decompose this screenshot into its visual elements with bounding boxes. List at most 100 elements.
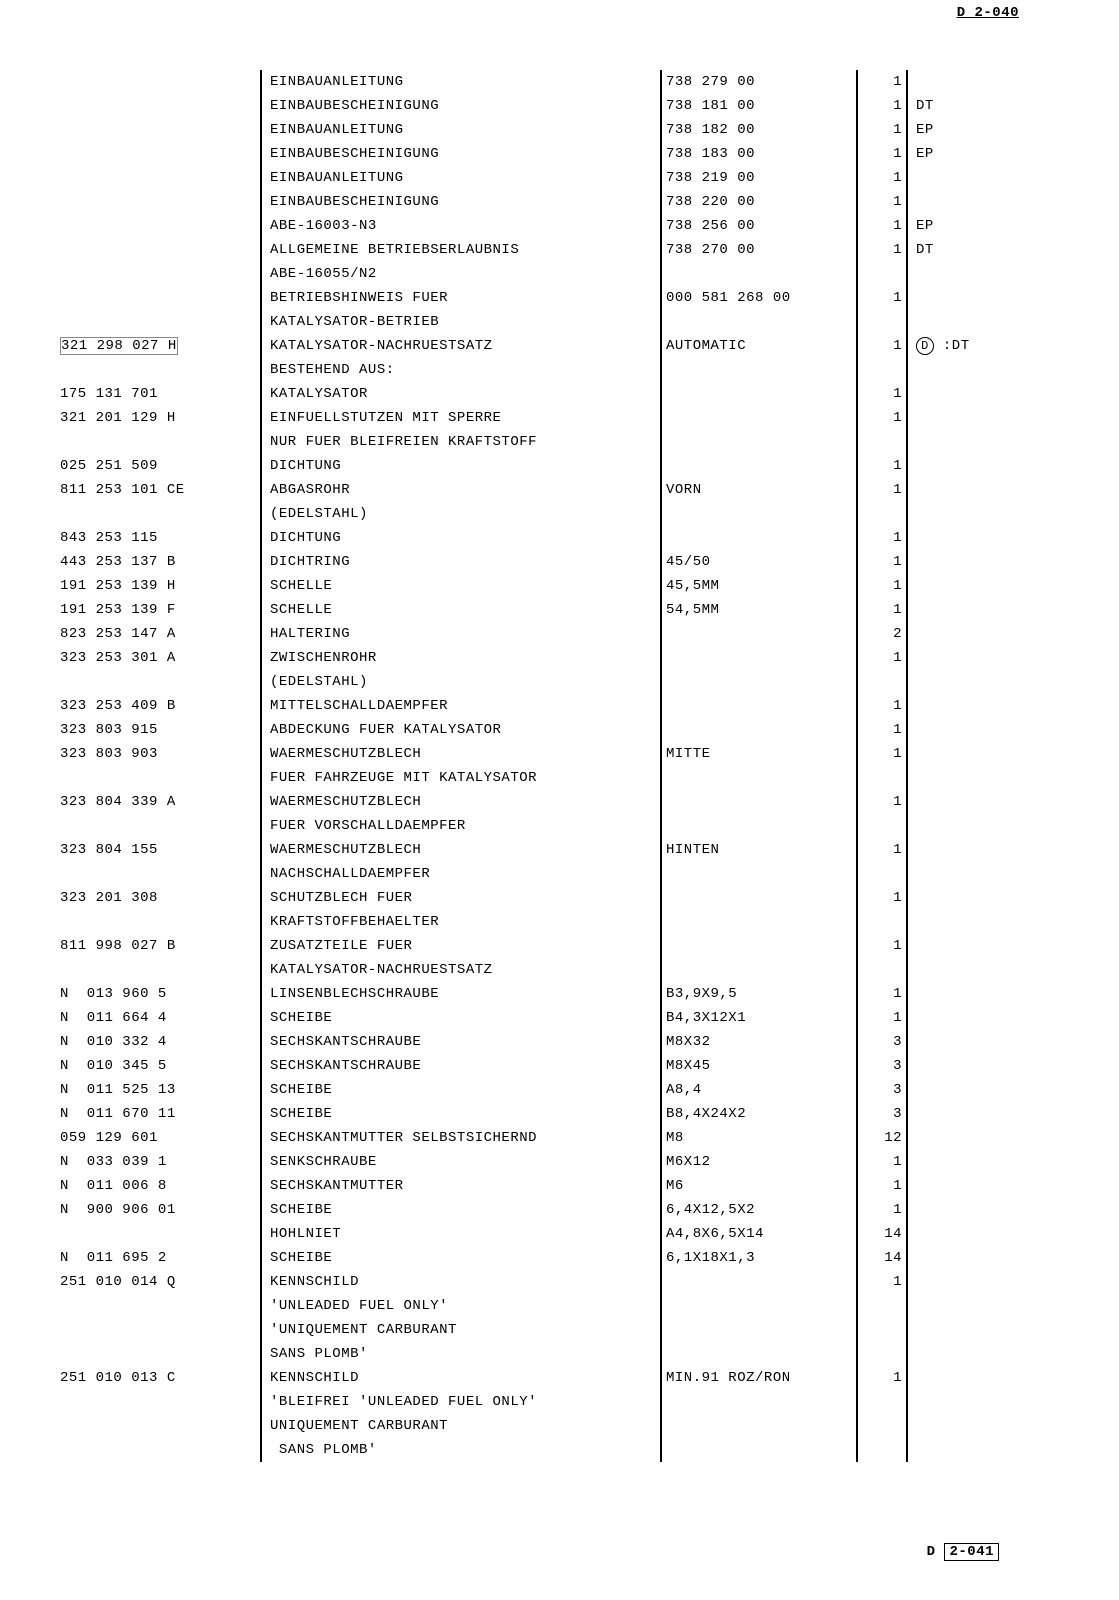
table-row: ABE-16055/N2: [60, 262, 1079, 286]
description: 'UNLEADED FUEL ONLY': [260, 1294, 660, 1318]
table-row: 323 803 915ABDECKUNG FUER KATALYSATOR1: [60, 718, 1079, 742]
quantity: 1: [856, 742, 906, 766]
quantity: 1: [856, 1366, 906, 1390]
table-row: 191 253 139 HSCHELLE45,5MM1: [60, 574, 1079, 598]
quantity: [856, 502, 906, 526]
description: ABGASROHR: [260, 478, 660, 502]
part-number: N 011 525 13: [60, 1078, 260, 1102]
table-row: UNIQUEMENT CARBURANT: [60, 1414, 1079, 1438]
quantity: [856, 766, 906, 790]
part-number: 323 804 339 A: [60, 790, 260, 814]
part-number: N 011 695 2: [60, 1246, 260, 1270]
part-number: [60, 214, 260, 238]
part-number: 175 131 701: [60, 382, 260, 406]
remark: [906, 958, 1056, 982]
part-number: 323 253 409 B: [60, 694, 260, 718]
description: KATALYSATOR-NACHRUESTSATZ: [260, 958, 660, 982]
part-number: 323 803 915: [60, 718, 260, 742]
part-number: 251 010 014 Q: [60, 1270, 260, 1294]
specification: 738 279 00: [660, 70, 856, 94]
remark: [906, 502, 1056, 526]
table-row: ABE-16003-N3738 256 001EP: [60, 214, 1079, 238]
footer-label: D: [927, 1544, 936, 1560]
quantity: 1: [856, 118, 906, 142]
remark: [906, 358, 1056, 382]
description: SCHUTZBLECH FUER: [260, 886, 660, 910]
quantity: 1: [856, 1174, 906, 1198]
quantity: 1: [856, 718, 906, 742]
part-number: [60, 166, 260, 190]
part-number: 811 253 101 CE: [60, 478, 260, 502]
table-row: SANS PLOMB': [60, 1342, 1079, 1366]
remark: [906, 934, 1056, 958]
part-number: [60, 670, 260, 694]
table-row: (EDELSTAHL): [60, 502, 1079, 526]
description: SCHELLE: [260, 598, 660, 622]
part-number: N 010 345 5: [60, 1054, 260, 1078]
description: LINSENBLECHSCHRAUBE: [260, 982, 660, 1006]
table-row: NUR FUER BLEIFREIEN KRAFTSTOFF: [60, 430, 1079, 454]
table-row: N 011 525 13SCHEIBEA8,43: [60, 1078, 1079, 1102]
table-row: 843 253 115DICHTUNG1: [60, 526, 1079, 550]
description: SCHELLE: [260, 574, 660, 598]
parts-table: EINBAUANLEITUNG738 279 001 EINBAUBESCHEIN…: [60, 70, 1079, 1462]
remark: [906, 1222, 1056, 1246]
remark: [906, 1270, 1056, 1294]
table-row: 059 129 601SECHSKANTMUTTER SELBSTSICHERN…: [60, 1126, 1079, 1150]
part-number: 191 253 139 F: [60, 598, 260, 622]
remark: [906, 742, 1056, 766]
specification: 54,5MM: [660, 598, 856, 622]
part-number: 323 804 155: [60, 838, 260, 862]
part-number: N 033 039 1: [60, 1150, 260, 1174]
specification: [660, 862, 856, 886]
part-number: N 010 332 4: [60, 1030, 260, 1054]
description: FUER FAHRZEUGE MIT KATALYSATOR: [260, 766, 660, 790]
quantity: 1: [856, 286, 906, 310]
table-row: 443 253 137 BDICHTRING45/501: [60, 550, 1079, 574]
remark: [906, 1318, 1056, 1342]
quantity: [856, 1390, 906, 1414]
description: KENNSCHILD: [260, 1270, 660, 1294]
table-row: 175 131 701KATALYSATOR1: [60, 382, 1079, 406]
quantity: [856, 430, 906, 454]
specification: [660, 694, 856, 718]
table-row: EINBAUANLEITUNG738 279 001: [60, 70, 1079, 94]
specification: 6,4X12,5X2: [660, 1198, 856, 1222]
quantity: 3: [856, 1054, 906, 1078]
table-row: (EDELSTAHL): [60, 670, 1079, 694]
table-row: EINBAUBESCHEINIGUNG738 220 001: [60, 190, 1079, 214]
table-row: 823 253 147 AHALTERING2: [60, 622, 1079, 646]
description: KATALYSATOR-BETRIEB: [260, 310, 660, 334]
page-code-bottom: D 2-041: [927, 1544, 999, 1560]
description: NACHSCHALLDAEMPFER: [260, 862, 660, 886]
remark: [906, 574, 1056, 598]
table-row: 251 010 014 QKENNSCHILD1: [60, 1270, 1079, 1294]
remark: [906, 430, 1056, 454]
quantity: 1: [856, 934, 906, 958]
remark: [906, 646, 1056, 670]
table-row: EINBAUANLEITUNG738 182 001EP: [60, 118, 1079, 142]
quantity: 1: [856, 838, 906, 862]
description: SCHEIBE: [260, 1006, 660, 1030]
description: SECHSKANTMUTTER SELBSTSICHERND: [260, 1126, 660, 1150]
quantity: [856, 310, 906, 334]
specification: [660, 454, 856, 478]
quantity: 1: [856, 886, 906, 910]
quantity: [856, 670, 906, 694]
description: KATALYSATOR: [260, 382, 660, 406]
remark: [906, 1150, 1056, 1174]
description: ZWISCHENROHR: [260, 646, 660, 670]
quantity: 1: [856, 982, 906, 1006]
specification: VORN: [660, 478, 856, 502]
remark: [906, 982, 1056, 1006]
quantity: 1: [856, 214, 906, 238]
remark: [906, 1294, 1056, 1318]
remark: EP: [906, 142, 1056, 166]
remark: [906, 262, 1056, 286]
quantity: [856, 910, 906, 934]
specification: [660, 1342, 856, 1366]
table-row: 323 253 409 BMITTELSCHALLDAEMPFER1: [60, 694, 1079, 718]
table-row: EINBAUANLEITUNG738 219 001: [60, 166, 1079, 190]
specification: [660, 430, 856, 454]
remark: EP: [906, 118, 1056, 142]
